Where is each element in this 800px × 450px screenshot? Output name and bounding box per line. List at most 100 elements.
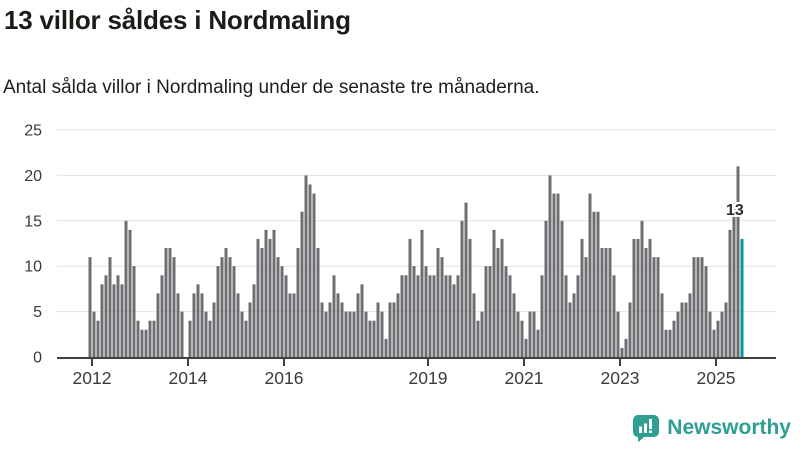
logo-exclamation-dot [649, 430, 653, 433]
bar [228, 257, 232, 357]
bar [476, 320, 480, 357]
x-axis-label: 2021 [505, 368, 544, 388]
bar [144, 329, 148, 357]
bar [96, 320, 100, 357]
highlight-bar [740, 238, 744, 357]
bar [480, 311, 484, 357]
bar [564, 275, 568, 357]
bar [256, 238, 260, 357]
bar [512, 293, 516, 357]
bar [656, 257, 660, 357]
bar [376, 302, 380, 357]
bar [204, 311, 208, 357]
logo-bar-small [639, 426, 643, 433]
highlight-value-label: 13 [726, 202, 744, 219]
bar [504, 266, 508, 357]
bar [604, 248, 608, 357]
bar [332, 275, 336, 357]
bar [528, 311, 532, 357]
bar [132, 266, 136, 357]
bar [252, 284, 256, 357]
bar [688, 293, 692, 357]
bar [468, 238, 472, 357]
bar [588, 193, 592, 357]
bar [584, 257, 588, 357]
bar [128, 229, 132, 357]
bar [596, 211, 600, 357]
bar [136, 320, 140, 357]
bar [416, 275, 420, 357]
bar [672, 320, 676, 357]
bar [236, 293, 240, 357]
bar [508, 275, 512, 357]
bar [728, 229, 732, 357]
bar [424, 266, 428, 357]
bar [196, 284, 200, 357]
y-axis-label: 0 [33, 350, 42, 367]
bar [272, 229, 276, 357]
bar [496, 248, 500, 357]
bar [100, 284, 104, 357]
bar [624, 338, 628, 357]
bar [124, 220, 128, 357]
bar [284, 275, 288, 357]
bar [680, 302, 684, 357]
bar [160, 275, 164, 357]
bar [552, 193, 556, 357]
bar [712, 329, 716, 357]
bar [444, 275, 448, 357]
bar [320, 302, 324, 357]
bar [140, 329, 144, 357]
y-axis-label: 20 [24, 168, 42, 185]
bar [388, 302, 392, 357]
chart-title: 13 villor såldes i Nordmaling [4, 5, 351, 35]
bar [492, 229, 496, 357]
x-axis-label: 2025 [697, 368, 736, 388]
bar [352, 311, 356, 357]
bar [720, 311, 724, 357]
bar [292, 293, 296, 357]
bar [288, 293, 292, 357]
bar [404, 275, 408, 357]
bar [260, 248, 264, 357]
bar [544, 220, 548, 357]
chart-subtitle: Antal sålda villor i Nordmaling under de… [3, 77, 540, 98]
bar [696, 257, 700, 357]
logo-exclamation-bar [649, 419, 653, 429]
bar [576, 275, 580, 357]
bar [664, 329, 668, 357]
bar [396, 293, 400, 357]
bar [88, 257, 92, 357]
bar [472, 293, 476, 357]
bar [412, 266, 416, 357]
bar [540, 275, 544, 357]
bar [324, 311, 328, 357]
bar [684, 302, 688, 357]
bar [592, 211, 596, 357]
bar [708, 311, 712, 357]
bar [280, 266, 284, 357]
bar [632, 238, 636, 357]
bar [548, 175, 552, 357]
bar [372, 320, 376, 357]
bar [736, 166, 740, 357]
bar [636, 238, 640, 357]
bar [296, 248, 300, 357]
bar [308, 184, 312, 357]
bar [300, 211, 304, 357]
y-axis-label: 10 [24, 259, 42, 276]
bar [660, 293, 664, 357]
bar [180, 311, 184, 357]
bar [568, 302, 572, 357]
bar [112, 284, 116, 357]
bar [464, 202, 468, 357]
bar [572, 293, 576, 357]
bar [208, 320, 212, 357]
bar [116, 275, 120, 357]
x-axis-label: 2019 [409, 368, 448, 388]
bar [164, 248, 168, 357]
bar [704, 266, 708, 357]
bar [188, 320, 192, 357]
